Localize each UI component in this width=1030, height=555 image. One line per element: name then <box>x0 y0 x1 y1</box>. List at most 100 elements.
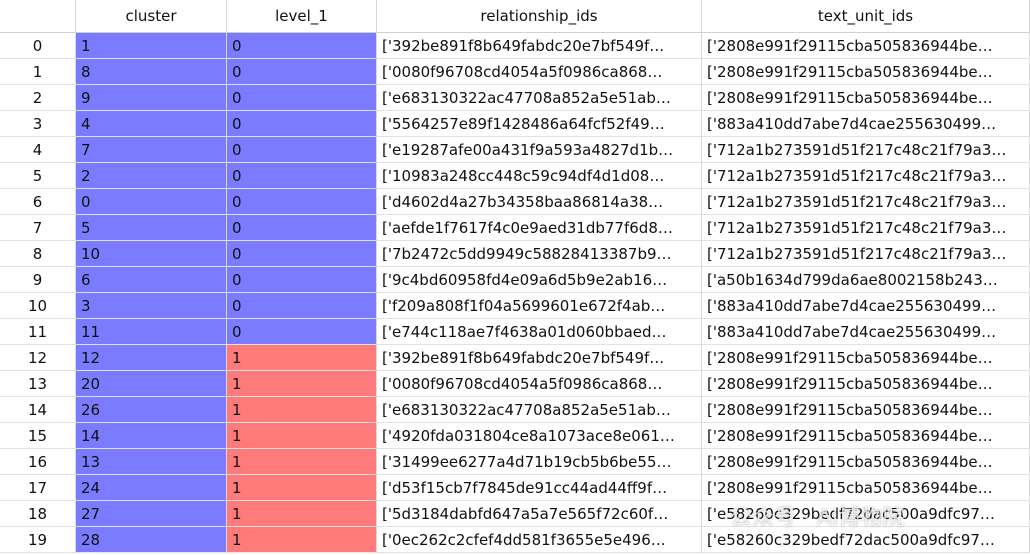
table-cell: 0 <box>227 59 377 85</box>
row-index: 11 <box>0 319 76 345</box>
table-cell: ['712a1b273591d51f217c48c21f79a3… <box>702 241 1030 267</box>
table-cell: ['392be891f8b649fabdc20e7bf549f… <box>377 345 702 371</box>
table-cell: 0 <box>227 215 377 241</box>
table-cell: 0 <box>227 319 377 345</box>
table-cell: 28 <box>76 527 227 553</box>
row-index: 17 <box>0 475 76 501</box>
row-index: 10 <box>0 293 76 319</box>
table-cell: 11 <box>76 319 227 345</box>
table-cell: 1 <box>227 449 377 475</box>
table-cell: ['712a1b273591d51f217c48c21f79a3… <box>702 189 1030 215</box>
table-cell: ['2808e991f29115cba505836944be… <box>702 397 1030 423</box>
table-cell: ['5d3184dabfd647a5a7e565f72c60f… <box>377 501 702 527</box>
table-cell: 12 <box>76 345 227 371</box>
table-cell: ['a50b1634d799da6ae8002158b243… <box>702 267 1030 293</box>
table-cell: ['2808e991f29115cba505836944be… <box>702 59 1030 85</box>
row-index: 19 <box>0 527 76 553</box>
table-cell: 27 <box>76 501 227 527</box>
table-cell: 1 <box>227 397 377 423</box>
table-cell: ['2808e991f29115cba505836944be… <box>702 449 1030 475</box>
table-cell: 0 <box>227 241 377 267</box>
header-cell: cluster <box>76 0 227 33</box>
table-cell: 24 <box>76 475 227 501</box>
table-cell: ['e744c118ae7f4638a01d060bbaed… <box>377 319 702 345</box>
row-index: 7 <box>0 215 76 241</box>
row-index: 13 <box>0 371 76 397</box>
table-cell: ['7b2472c5dd9949c58828413387b9… <box>377 241 702 267</box>
table-cell: ['2808e991f29115cba505836944be… <box>702 33 1030 59</box>
table-cell: 10 <box>76 241 227 267</box>
table-cell: 20 <box>76 371 227 397</box>
table-cell: ['aefde1f7617f4c0e9aed31db77f6d8… <box>377 215 702 241</box>
row-index: 1 <box>0 59 76 85</box>
table-cell: ['31499ee6277a4d71b19cb5b6be55… <box>377 449 702 475</box>
row-index: 14 <box>0 397 76 423</box>
header-cell <box>0 0 76 33</box>
table-cell: 1 <box>227 475 377 501</box>
table-cell: 1 <box>227 527 377 553</box>
table-cell: ['0ec262c2cfef4dd581f3655e5e496… <box>377 527 702 553</box>
table-cell: ['4920fda031804ce8a1073ace8e061… <box>377 423 702 449</box>
table-cell: ['392be891f8b649fabdc20e7bf549f… <box>377 33 702 59</box>
row-index: 3 <box>0 111 76 137</box>
table-cell: 0 <box>227 85 377 111</box>
table-cell: ['f209a808f1f04a5699601e672f4ab… <box>377 293 702 319</box>
table-cell: ['0080f96708cd4054a5f0986ca868… <box>377 59 702 85</box>
table-cell: ['10983a248cc448c59c94df4d1d08… <box>377 163 702 189</box>
row-index: 8 <box>0 241 76 267</box>
table-cell: ['5564257e89f1428486a64fcf52f49… <box>377 111 702 137</box>
table-cell: ['2808e991f29115cba505836944be… <box>702 371 1030 397</box>
table-cell: ['2808e991f29115cba505836944be… <box>702 423 1030 449</box>
row-index: 12 <box>0 345 76 371</box>
table-cell: ['883a410dd7abe7d4cae255630499… <box>702 319 1030 345</box>
table-cell: 1 <box>76 33 227 59</box>
header-cell: level_1 <box>227 0 377 33</box>
table-cell: ['2808e991f29115cba505836944be… <box>702 475 1030 501</box>
table-cell: 0 <box>227 189 377 215</box>
table-cell: 4 <box>76 111 227 137</box>
table-cell: ['0080f96708cd4054a5f0986ca868… <box>377 371 702 397</box>
table-cell: 9 <box>76 85 227 111</box>
table-cell: 8 <box>76 59 227 85</box>
table-cell: 1 <box>227 371 377 397</box>
table-cell: ['d4602d4a27b34358baa86814a38… <box>377 189 702 215</box>
table-cell: 26 <box>76 397 227 423</box>
table-cell: 1 <box>227 345 377 371</box>
table-cell: 0 <box>227 163 377 189</box>
table-cell: 2 <box>76 163 227 189</box>
table-cell: 0 <box>227 111 377 137</box>
table-cell: ['d53f15cb7f7845de91cc44ad44ff9f… <box>377 475 702 501</box>
table-cell: 14 <box>76 423 227 449</box>
table-cell: 13 <box>76 449 227 475</box>
header-cell: relationship_ids <box>377 0 702 33</box>
header-cell: text_unit_ids <box>702 0 1030 33</box>
table-cell: 0 <box>227 267 377 293</box>
table-cell: 7 <box>76 137 227 163</box>
row-index: 15 <box>0 423 76 449</box>
table-cell: 6 <box>76 267 227 293</box>
table-cell: 0 <box>76 189 227 215</box>
row-index: 6 <box>0 189 76 215</box>
table-cell: ['883a410dd7abe7d4cae255630499… <box>702 111 1030 137</box>
table-cell: ['9c4bd60958fd4e09a6d5b9e2ab16… <box>377 267 702 293</box>
table-cell: ['712a1b273591d51f217c48c21f79a3… <box>702 137 1030 163</box>
table-cell: ['712a1b273591d51f217c48c21f79a3… <box>702 163 1030 189</box>
watermark: 公众号 · AI博物院 <box>730 506 905 531</box>
table-cell: ['e683130322ac47708a852a5e51ab… <box>377 397 702 423</box>
row-index: 0 <box>0 33 76 59</box>
row-index: 16 <box>0 449 76 475</box>
table-cell: 0 <box>227 33 377 59</box>
table-cell: 1 <box>227 423 377 449</box>
table-cell: 3 <box>76 293 227 319</box>
table-cell: ['e19287afe00a431f9a593a4827d1b… <box>377 137 702 163</box>
row-index: 5 <box>0 163 76 189</box>
table-cell: ['2808e991f29115cba505836944be… <box>702 85 1030 111</box>
row-index: 4 <box>0 137 76 163</box>
table-cell: 0 <box>227 137 377 163</box>
table-cell: ['2808e991f29115cba505836944be… <box>702 345 1030 371</box>
row-index: 18 <box>0 501 76 527</box>
row-index: 2 <box>0 85 76 111</box>
table-cell: 5 <box>76 215 227 241</box>
table-cell: ['e683130322ac47708a852a5e51ab… <box>377 85 702 111</box>
